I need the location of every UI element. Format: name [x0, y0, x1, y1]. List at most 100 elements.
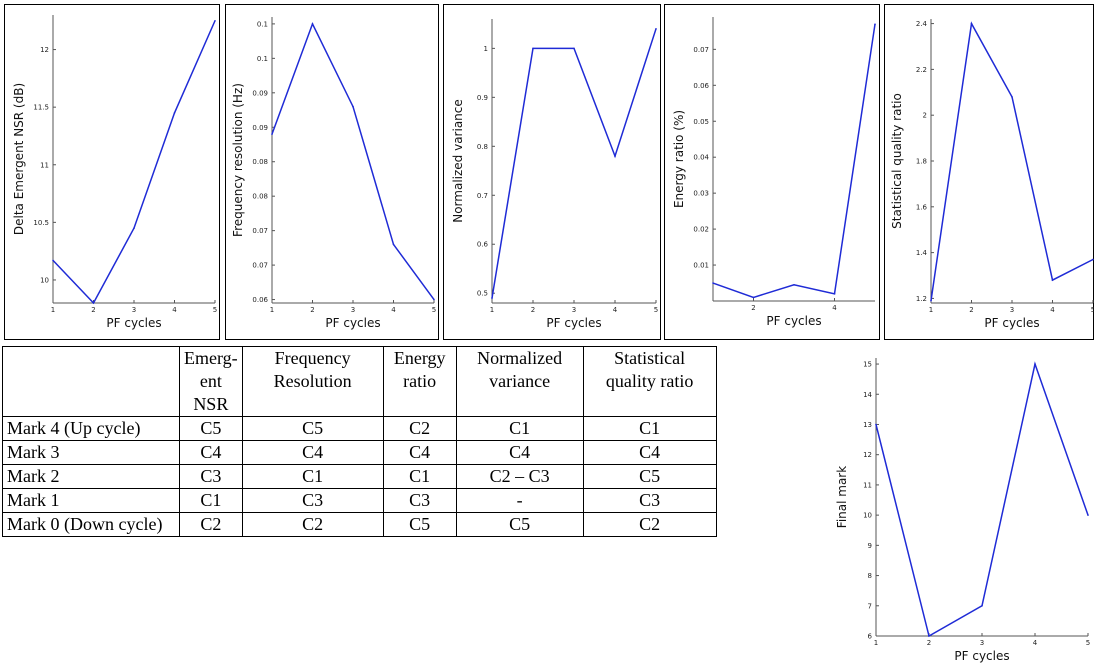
y-tick-label: 1.2 [916, 295, 927, 303]
x-axis-label: PF cycles [954, 649, 1009, 663]
y-tick-label: 0.07 [252, 227, 268, 235]
series-line [491, 28, 657, 299]
table-header-row: Emerg-ent NSR Frequency Resolution Energ… [2, 346, 717, 417]
x-tick-label: 1 [270, 306, 274, 314]
y-tick-label: 2.2 [916, 66, 927, 74]
y-tick-label: 0.01 [693, 262, 709, 270]
y-tick-label: 12 [40, 46, 49, 54]
row-label: Mark 3 [2, 440, 180, 465]
y-axis-label: Frequency resolution (Hz) [231, 83, 245, 237]
chart-panel-statistical-quality-ratio: 1.2 1.4 1.6 1.8 2 2.2 2.4 1 2 3 4 5 PF cycles Statist… [884, 4, 1094, 340]
chart-panel-energy-ratio: 0.01 0.02 0.03 0.04 0.05 0.06 0.07 2 4 PF cycles E… [664, 4, 880, 340]
data-point [173, 112, 176, 114]
table-cell: C1 [455, 416, 584, 441]
y-tick-label: 1 [484, 45, 488, 53]
table-cell: C4 [582, 440, 717, 465]
series-line [875, 361, 1089, 638]
table-cell: C3 [582, 488, 717, 513]
y-tick-label: 0.09 [252, 124, 268, 132]
y-tick-label: 0.06 [693, 82, 709, 90]
series-line [712, 24, 876, 299]
data-point [981, 604, 983, 607]
y-tick-label: 0.02 [693, 226, 709, 234]
data-point [133, 227, 135, 229]
data-point [1051, 279, 1054, 281]
x-tick-label: 3 [351, 306, 355, 314]
data-point [752, 296, 755, 299]
table-cell: C3 [179, 464, 243, 489]
y-axis-label: Delta Emergent NSR (dB) [12, 83, 26, 235]
table-cell: C2 [179, 512, 243, 537]
data-point [92, 302, 95, 304]
y-tick-label: 13 [863, 421, 872, 429]
y-tick-label: 11 [40, 161, 49, 169]
table-cell: C2 [582, 512, 717, 537]
data-point [532, 47, 534, 50]
chart-statistical-quality-ratio: 1.2 1.4 1.6 1.8 2 2.2 2.4 1 2 3 4 5 PF cycles Statist… [890, 19, 1094, 330]
series-line [52, 20, 216, 305]
table-row: Mark 3 C4 C4 C4 C4 C4 [2, 440, 717, 465]
data-point [1092, 258, 1094, 261]
data-point [614, 155, 616, 157]
x-tick-label: 5 [213, 306, 217, 314]
x-tick-label: 4 [832, 304, 837, 312]
chart-energy-ratio: 0.01 0.02 0.03 0.04 0.05 0.06 0.07 2 4 PF cycles E… [672, 17, 876, 328]
table-cell: C5 [582, 464, 717, 489]
x-tick-label: 5 [1091, 306, 1094, 314]
series-line [930, 21, 1094, 301]
data-point [214, 19, 216, 22]
y-tick-label: 0.07 [252, 262, 268, 270]
data-point [433, 298, 435, 301]
x-tick-label: 2 [969, 306, 973, 314]
data-point [874, 23, 876, 25]
table-cell: C5 [382, 512, 457, 537]
chart-normalized-variance: 0.5 0.6 0.7 0.8 0.9 1 1 2 3 4 5 PF cycles Normalized… [451, 19, 658, 330]
chart-frequency-resolution: 0.06 0.07 0.07 0.08 0.08 0.09 0.09 0.1 0.1 1 2 3 4 5 P… [231, 17, 436, 330]
chart-panel-final-mark: 6 7 8 9 10 11 12 13 14 15 1 2 3 4 5 PF cycles Final mark [820, 346, 1094, 668]
y-tick-label: 6 [868, 633, 873, 641]
y-tick-label: 11 [863, 481, 872, 489]
y-tick-label: 15 [863, 361, 872, 369]
data-point [271, 133, 273, 135]
x-tick-label: 3 [1010, 306, 1014, 314]
data-point [1011, 96, 1013, 98]
header-cell: Emerg-ent NSR [179, 346, 243, 417]
row-label: Mark 0 (Down cycle) [2, 512, 180, 537]
x-tick-label: 2 [310, 306, 314, 314]
table-row: Mark 4 (Up cycle) C5 C5 C2 C1 C1 [2, 416, 717, 441]
data-point [352, 105, 354, 108]
y-tick-label: 0.07 [693, 46, 709, 54]
x-tick-label: 2 [91, 306, 95, 314]
x-tick-label: 1 [490, 306, 494, 314]
x-tick-label: 2 [927, 639, 931, 647]
y-tick-label: 12 [863, 451, 872, 459]
data-point [970, 22, 973, 25]
table-cell: C4 [179, 440, 243, 465]
y-tick-label: 2.4 [916, 20, 928, 28]
y-tick-label: 10.5 [33, 219, 49, 227]
data-point [712, 282, 714, 284]
header-cell: Statistical quality ratio [582, 346, 717, 417]
table-cell: C5 [455, 512, 584, 537]
table-cell: C5 [241, 416, 384, 441]
table-row: Mark 1 C1 C3 C3 - C3 [2, 488, 717, 513]
row-label: Mark 4 (Up cycle) [2, 416, 180, 441]
table-cell: C2 – C3 [455, 464, 584, 489]
y-tick-label: 0.8 [477, 143, 488, 151]
x-axis-label: PF cycles [766, 314, 821, 328]
y-tick-label: 1.4 [916, 249, 928, 257]
y-tick-label: 0.08 [252, 158, 268, 166]
data-point [392, 243, 395, 246]
x-tick-label: 3 [132, 306, 136, 314]
y-tick-label: 0.09 [252, 89, 268, 97]
x-axis-label: PF cycles [546, 316, 601, 330]
x-tick-label: 3 [980, 639, 984, 647]
y-tick-label: 0.04 [693, 154, 709, 162]
x-axis-label: PF cycles [106, 316, 161, 330]
data-point [1034, 363, 1036, 365]
y-tick-label: 2 [923, 112, 927, 120]
table-cell: C4 [382, 440, 457, 465]
x-tick-label: 4 [1033, 639, 1038, 647]
x-tick-label: 5 [1086, 639, 1090, 647]
y-axis-label: Statistical quality ratio [890, 93, 904, 229]
